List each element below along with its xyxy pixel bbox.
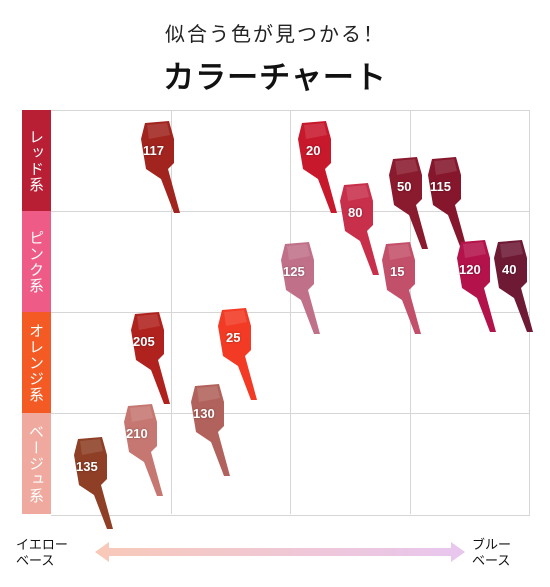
band-pink: ピンク系 xyxy=(22,211,51,312)
axis-yellow-base-line2: ベース xyxy=(16,554,55,569)
swatch-code-label: 115 xyxy=(430,179,451,194)
swatch-code-label: 80 xyxy=(348,205,363,220)
axis-yellow-base-line1: イエロー xyxy=(16,538,68,553)
lipstick-swatch-shape xyxy=(340,183,379,275)
chart-title: カラーチャート xyxy=(163,60,387,96)
band-orange: オレンジ系 xyxy=(22,312,51,413)
band-pink-label: ピンク系 xyxy=(27,229,45,294)
axis-blue-base-line2: ベース xyxy=(472,554,511,569)
lipstick-swatch-shape xyxy=(124,404,163,496)
axis-yellow-base: イエロー ベース xyxy=(16,538,68,570)
swatch-code-label: 135 xyxy=(76,459,98,474)
lipstick-swatch-135: 135 xyxy=(74,437,114,531)
axis-blue-base: ブルー ベース xyxy=(472,538,511,570)
lipstick-swatch-shape xyxy=(389,157,428,249)
lipstick-swatch-shape xyxy=(281,242,320,334)
band-red: レッド系 xyxy=(22,110,51,211)
lipstick-swatch-120: 120 xyxy=(457,240,497,334)
band-orange-label: オレンジ系 xyxy=(27,322,45,403)
band-beige-label: ベージュ系 xyxy=(27,423,45,504)
lipstick-swatch-25: 25 xyxy=(218,308,258,402)
grid-line xyxy=(171,110,172,514)
swatch-code-label: 125 xyxy=(283,264,305,279)
band-red-label: レッド系 xyxy=(27,128,45,193)
double-arrow-icon xyxy=(95,542,465,562)
grid-line xyxy=(290,110,291,514)
swatch-code-label: 130 xyxy=(193,406,215,421)
swatch-code-label: 20 xyxy=(306,143,321,158)
lipstick-swatch-117: 117 xyxy=(141,121,181,215)
band-beige: ベージュ系 xyxy=(22,413,51,514)
swatch-code-label: 117 xyxy=(143,143,164,158)
lipstick-swatch-shape xyxy=(191,384,230,476)
swatch-code-label: 120 xyxy=(459,262,481,277)
axis-blue-base-line1: ブルー xyxy=(472,538,512,553)
chart-subtitle: 似合う色が見つかる！ xyxy=(165,22,385,46)
lipstick-swatch-80: 80 xyxy=(340,183,380,277)
lipstick-swatch-shape xyxy=(494,240,533,332)
swatch-code-label: 25 xyxy=(226,330,241,345)
lipstick-swatch-205: 205 xyxy=(131,312,171,406)
swatch-code-label: 40 xyxy=(502,262,517,277)
lipstick-swatch-shape xyxy=(218,308,257,400)
lipstick-swatch-15: 15 xyxy=(382,242,422,336)
lipstick-swatch-50: 50 xyxy=(389,157,429,251)
lipstick-swatch-210: 210 xyxy=(124,404,164,498)
lipstick-swatch-shape xyxy=(457,240,496,332)
lipstick-swatch-shape xyxy=(131,312,170,404)
lipstick-swatch-shape xyxy=(298,121,337,213)
swatch-code-label: 50 xyxy=(397,179,412,194)
lipstick-swatch-20: 20 xyxy=(298,121,338,215)
lipstick-swatch-130: 130 xyxy=(191,384,231,478)
lipstick-swatch-shape xyxy=(141,121,180,213)
swatch-code-label: 210 xyxy=(126,426,148,441)
lipstick-swatch-shape xyxy=(428,157,467,249)
lipstick-swatch-shape xyxy=(382,242,421,334)
lipstick-swatch-125: 125 xyxy=(281,242,321,336)
lipstick-swatch-shape xyxy=(74,437,113,529)
lipstick-swatch-40: 40 xyxy=(494,240,534,334)
lipstick-swatch-115: 115 xyxy=(428,157,468,251)
swatch-code-label: 15 xyxy=(390,264,405,279)
swatch-code-label: 205 xyxy=(133,334,155,349)
